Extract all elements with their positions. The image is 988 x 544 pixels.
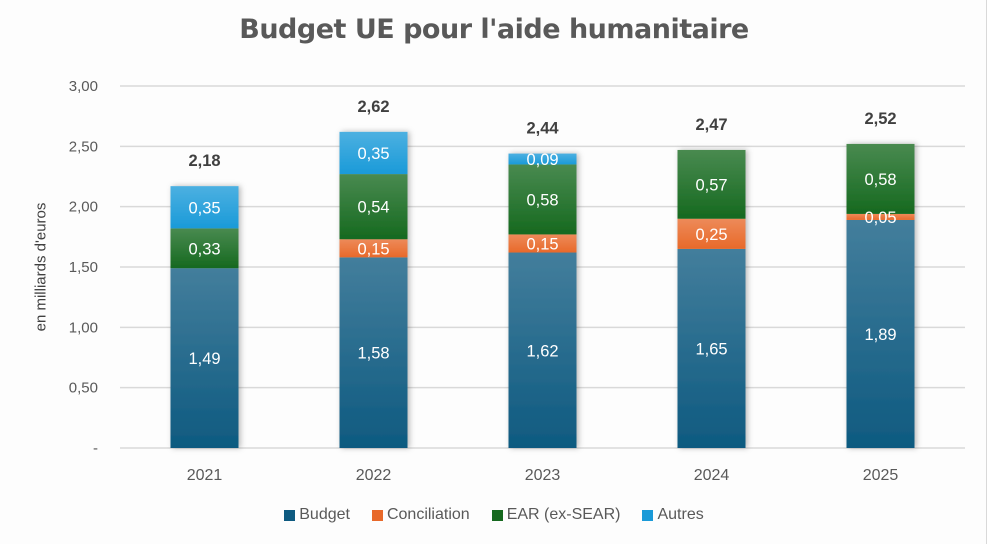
total-label: 2,47 [695,116,727,134]
data-label: 0,33 [188,240,220,258]
data-label: 0,57 [695,176,727,194]
bar-segment-ear-ex-sear--2024 [677,149,746,219]
bar-segment-conciliation-2023 [508,234,577,253]
data-label: 0,09 [526,151,558,169]
bar-segment-ear-ex-sear--2025 [846,143,915,214]
legend-swatch [642,509,654,521]
data-label: 1,65 [695,340,727,358]
y-tick-label: 3,00 [69,78,98,95]
x-tick-label: 2022 [356,467,392,484]
x-tick-label: 2025 [863,467,899,484]
bar-segment-ear-ex-sear--2022 [339,174,408,240]
y-tick-label: 2,50 [69,138,98,155]
data-label: 0,35 [188,199,220,217]
bar-stack-2025: 1,89 0,05 0,58 2,52 [846,110,915,448]
bar-segment-autres-2023 [508,153,577,165]
x-tick-label: 2024 [694,467,730,484]
x-tick-label: 2021 [187,467,223,484]
legend-label: Conciliation [386,506,470,523]
bar-segment-ear-ex-sear--2021 [170,228,239,269]
total-label: 2,52 [864,110,896,128]
data-label: 0,25 [695,226,727,244]
legend-item: EAR (ex-SEAR) [491,506,621,524]
y-axis-ticks: - 0,50 1,00 1,50 2,00 2,50 3,00 [69,78,98,457]
data-label: 0,58 [526,191,558,209]
data-label: 0,15 [357,240,389,258]
y-tick-label: 1,00 [69,319,98,336]
total-label: 2,62 [357,98,389,116]
data-label: 0,05 [864,209,896,227]
bar-segment-budget-2021 [170,268,239,448]
data-label: 0,54 [357,199,389,217]
legend-swatch [284,509,296,521]
total-label: 2,44 [526,120,559,138]
bar-stack-2021: 1,49 0,33 0,35 2,18 [170,152,239,448]
bar-segment-conciliation-2022 [339,239,408,258]
bar-segment-conciliation-2025 [846,213,915,220]
legend-item: Conciliation [371,506,470,524]
bar-segment-autres-2022 [339,131,408,175]
legend-swatch [491,509,503,521]
legend-item: Autres [642,506,704,524]
y-tick-label: 2,00 [69,199,98,216]
legend-item: Budget [284,506,350,524]
data-label: 0,58 [864,171,896,189]
data-label: 1,58 [357,345,389,363]
total-label: 2,18 [188,152,220,170]
bar-segment-conciliation-2024 [677,218,746,249]
x-tick-label: 2023 [525,467,561,484]
legend: Budget Conciliation EAR (ex-SEAR) Autres [0,506,988,524]
data-label: 1,89 [864,326,896,344]
bars: 1,49 0,33 0,35 2,18 1,58 0,15 0,54 0,35 2,62 1,62… [170,98,915,448]
y-tick-label: 1,50 [69,259,98,276]
bar-segment-ear-ex-sear--2023 [508,164,577,235]
bar-segment-budget-2025 [846,219,915,448]
bar-segment-budget-2023 [508,252,577,448]
chart-title: Budget UE pour l'aide humanitaire [239,14,749,45]
data-label: 0,35 [357,145,389,163]
y-tick-label: 0,50 [69,380,98,397]
data-label: 0,15 [526,235,558,253]
legend-label: Autres [657,506,704,523]
bar-stack-2023: 1,62 0,15 0,58 0,09 2,44 [508,120,577,448]
data-label: 1,49 [188,350,220,368]
legend-swatch [371,509,383,521]
legend-label: Budget [299,506,350,523]
legend-label: EAR (ex-SEAR) [506,506,621,523]
x-axis-ticks: 2021 2022 2023 2024 2025 [187,467,899,484]
bar-stack-2022: 1,58 0,15 0,54 0,35 2,62 [339,98,408,448]
bar-segment-budget-2022 [339,257,408,448]
bar-segment-autres-2021 [170,186,239,229]
bar-stack-2024: 1,65 0,25 0,57 2,47 [677,116,746,448]
y-tick-label: - [93,440,98,457]
bar-segment-budget-2024 [677,248,746,448]
data-label: 1,62 [526,342,558,360]
